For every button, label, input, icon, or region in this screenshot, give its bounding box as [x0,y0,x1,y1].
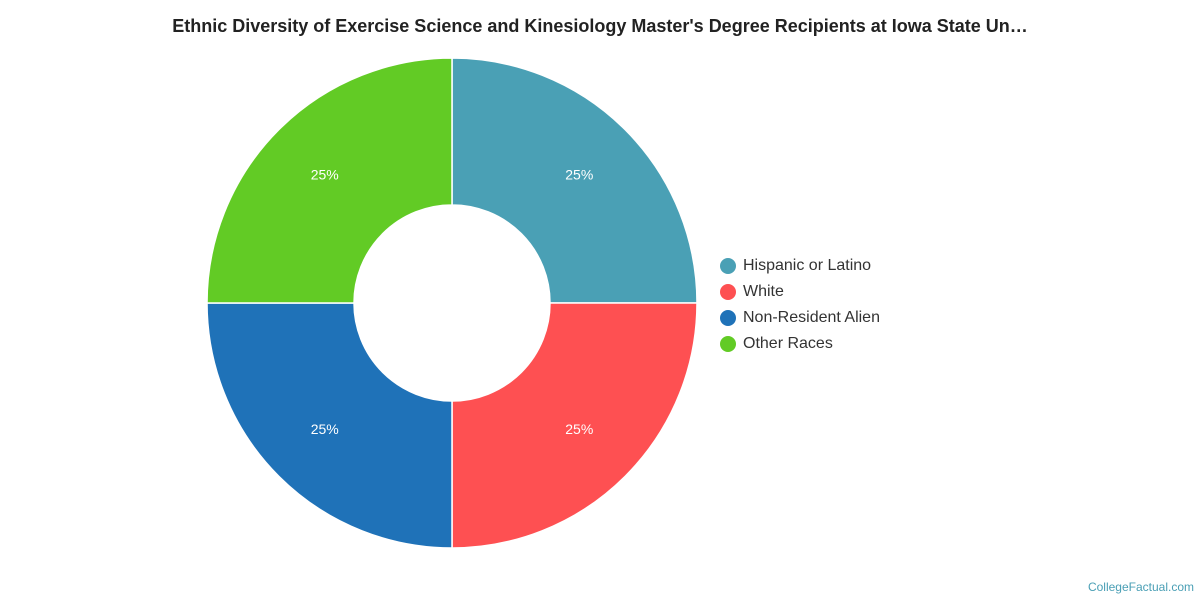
slice-data-label: 25% [311,166,339,182]
donut-slice-non-resident-alien[interactable] [206,302,453,549]
legend-marker [720,258,736,274]
slice-data-label: 25% [565,421,593,437]
legend-marker [720,310,736,326]
legend-item-other-races[interactable]: Other Races [720,331,880,357]
legend-marker [720,284,736,300]
legend-label: Non-Resident Alien [743,309,880,326]
legend-label: Hispanic or Latino [743,257,872,274]
legend-item-white[interactable]: White [720,279,880,305]
donut-slice-white[interactable] [451,302,698,549]
donut-slice-hispanic-or-latino[interactable] [451,57,698,304]
chart-title: Ethnic Diversity of Exercise Science and… [172,16,1028,36]
legend-label: White [743,283,784,300]
slice-data-label: 25% [311,421,339,437]
legend-marker [720,336,736,352]
chart-legend: Hispanic or Latino White Non-Resident Al… [720,253,880,357]
legend-item-hispanic-or-latino[interactable]: Hispanic or Latino [720,253,880,279]
donut-slice-other-races[interactable] [206,57,453,304]
credit-link[interactable]: CollegeFactual.com [1087,580,1194,594]
legend-item-non-resident-alien[interactable]: Non-Resident Alien [720,305,880,331]
legend-label: Other Races [743,335,833,352]
slice-data-label: 25% [565,166,593,182]
